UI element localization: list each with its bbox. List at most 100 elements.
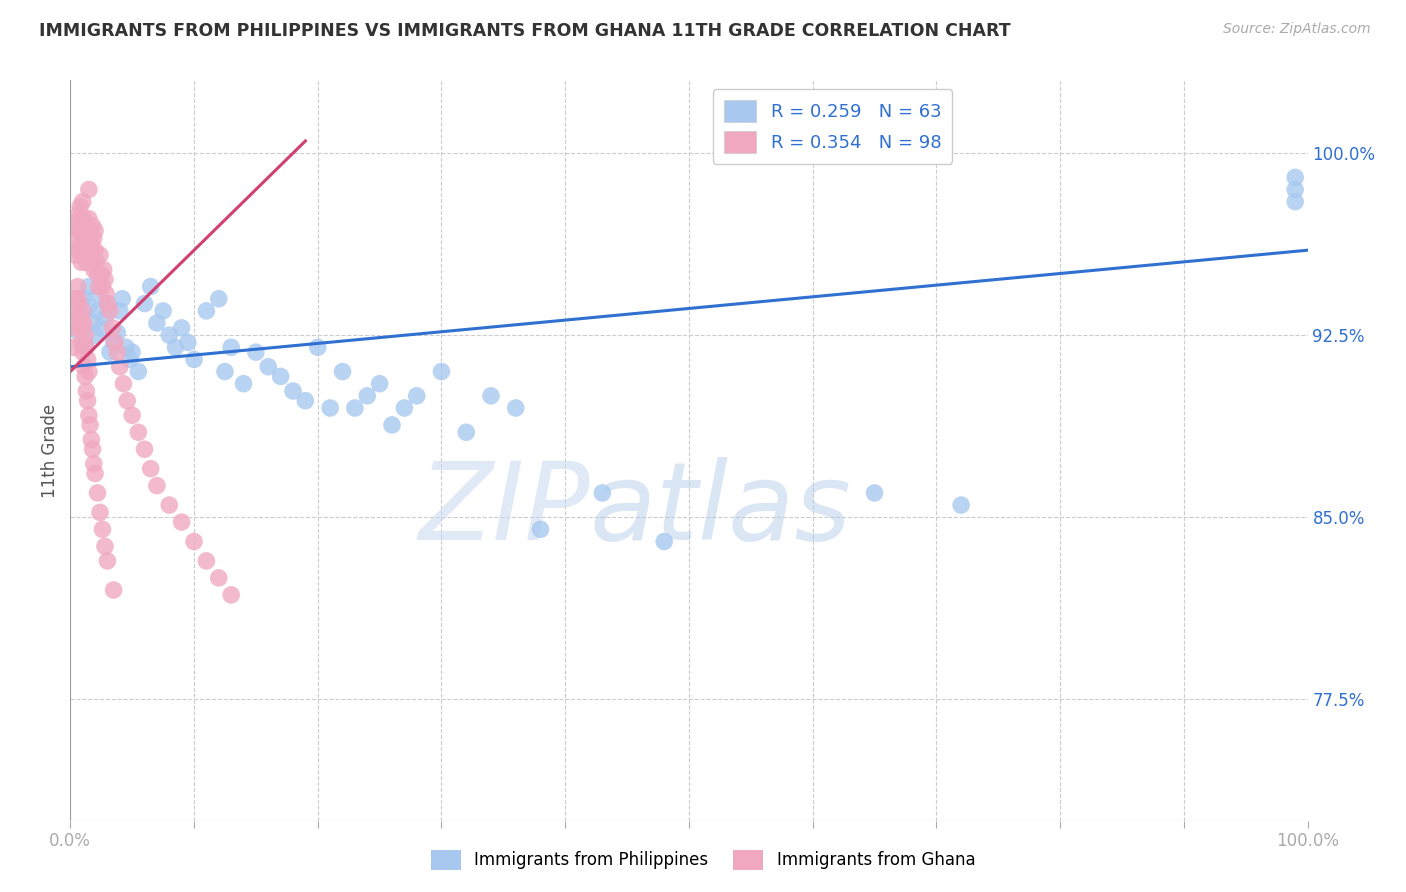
Point xyxy=(121,345,143,359)
Point xyxy=(343,401,366,415)
Point xyxy=(98,345,121,359)
Point xyxy=(157,498,180,512)
Point xyxy=(65,231,87,245)
Point xyxy=(479,389,502,403)
Point xyxy=(80,433,103,447)
Point xyxy=(66,214,89,228)
Point xyxy=(77,231,100,245)
Point xyxy=(65,323,87,337)
Point xyxy=(66,279,89,293)
Point xyxy=(73,316,96,330)
Point xyxy=(76,352,98,367)
Point xyxy=(111,292,134,306)
Point xyxy=(75,384,97,398)
Point xyxy=(65,304,87,318)
Point xyxy=(63,219,86,233)
Point xyxy=(75,224,97,238)
Point xyxy=(146,316,169,330)
Point xyxy=(146,478,169,492)
Point xyxy=(139,461,162,475)
Point xyxy=(529,522,551,536)
Point xyxy=(83,231,105,245)
Point xyxy=(66,292,89,306)
Point xyxy=(115,340,138,354)
Point xyxy=(208,292,231,306)
Point xyxy=(76,219,98,233)
Point xyxy=(86,268,108,282)
Point xyxy=(270,369,292,384)
Point xyxy=(118,352,141,367)
Point xyxy=(82,442,104,457)
Point xyxy=(77,299,100,313)
Point xyxy=(67,207,90,221)
Point xyxy=(69,200,91,214)
Point xyxy=(82,248,104,262)
Text: IMMIGRANTS FROM PHILIPPINES VS IMMIGRANTS FROM GHANA 11TH GRADE CORRELATION CHAR: IMMIGRANTS FROM PHILIPPINES VS IMMIGRANT… xyxy=(39,22,1011,40)
Point xyxy=(72,304,94,318)
Point xyxy=(1284,194,1306,209)
Point xyxy=(91,279,114,293)
Point xyxy=(84,255,107,269)
Point xyxy=(89,505,111,519)
Point xyxy=(63,340,86,354)
Point xyxy=(69,309,91,323)
Point xyxy=(91,522,114,536)
Point xyxy=(219,588,242,602)
Point xyxy=(84,467,107,481)
Point xyxy=(86,304,108,318)
Point xyxy=(79,243,101,257)
Point xyxy=(456,425,478,440)
Point xyxy=(75,328,97,343)
Point xyxy=(75,243,97,257)
Point xyxy=(170,321,193,335)
Point xyxy=(127,425,149,440)
Y-axis label: 11th Grade: 11th Grade xyxy=(41,403,59,498)
Point xyxy=(94,539,117,553)
Point xyxy=(219,340,242,354)
Point xyxy=(93,262,115,277)
Point xyxy=(75,255,97,269)
Point xyxy=(294,393,316,408)
Point xyxy=(245,345,267,359)
Point xyxy=(394,401,416,415)
Point xyxy=(65,248,87,262)
Point xyxy=(183,352,205,367)
Point xyxy=(652,534,675,549)
Point xyxy=(281,384,304,398)
Point xyxy=(89,248,111,262)
Point xyxy=(96,554,118,568)
Point xyxy=(195,554,218,568)
Point xyxy=(70,235,93,250)
Point xyxy=(257,359,280,374)
Point xyxy=(77,279,100,293)
Point xyxy=(1284,182,1306,196)
Point xyxy=(214,365,236,379)
Point xyxy=(75,338,97,352)
Point xyxy=(115,393,138,408)
Point xyxy=(177,335,200,350)
Point xyxy=(86,286,108,301)
Point xyxy=(80,235,103,250)
Point xyxy=(69,311,91,326)
Point xyxy=(98,304,121,318)
Point xyxy=(332,365,354,379)
Point xyxy=(208,571,231,585)
Point xyxy=(86,486,108,500)
Point xyxy=(67,296,90,310)
Point xyxy=(66,243,89,257)
Point xyxy=(195,304,218,318)
Text: ZIP: ZIP xyxy=(419,458,591,562)
Point xyxy=(70,255,93,269)
Point xyxy=(84,328,107,343)
Point xyxy=(591,486,613,500)
Point xyxy=(94,311,117,326)
Point xyxy=(112,376,135,391)
Point xyxy=(94,272,117,286)
Point xyxy=(139,279,162,293)
Point xyxy=(70,321,93,335)
Point xyxy=(77,365,100,379)
Point xyxy=(505,401,527,415)
Point xyxy=(79,417,101,432)
Point xyxy=(65,292,87,306)
Text: atlas: atlas xyxy=(591,458,852,562)
